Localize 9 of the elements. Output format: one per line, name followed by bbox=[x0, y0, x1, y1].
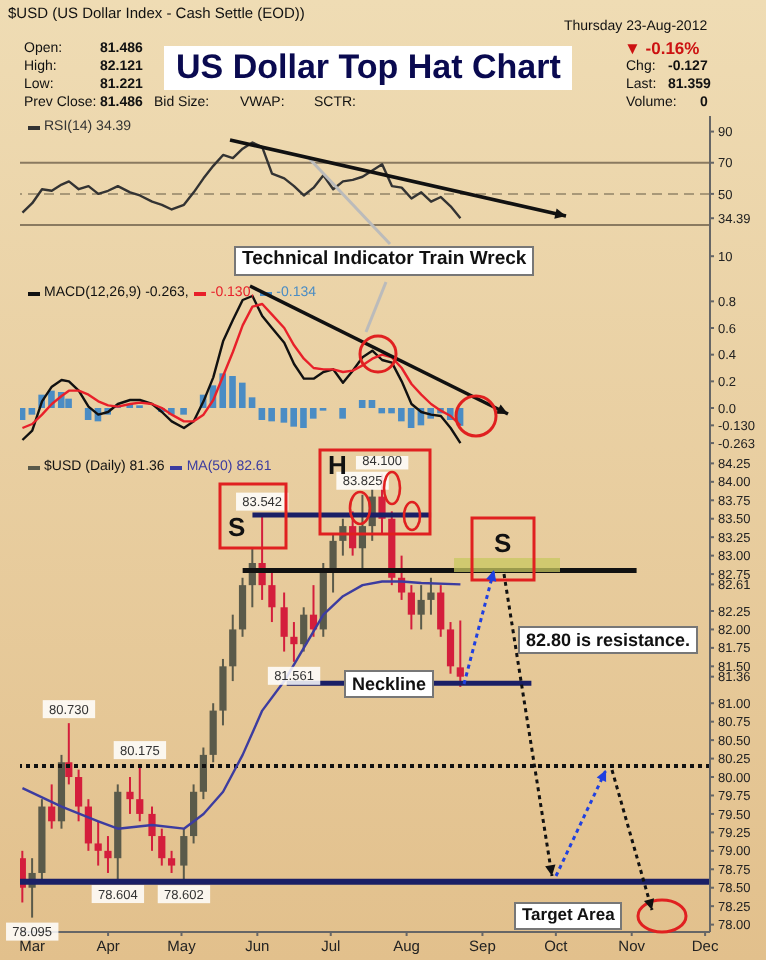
annotation: Technical Indicator Train Wreck bbox=[234, 246, 535, 276]
text: ▼ -0.16% bbox=[624, 38, 700, 59]
annotation: 82.80 is resistance. bbox=[518, 626, 699, 655]
annotation: S bbox=[228, 512, 246, 544]
annotation: S bbox=[494, 528, 512, 560]
annotation: Neckline bbox=[344, 670, 435, 699]
chart-title: US Dollar Top Hat Chart bbox=[164, 46, 573, 90]
annotation: Target Area bbox=[514, 902, 623, 930]
annotation: H bbox=[328, 450, 347, 480]
